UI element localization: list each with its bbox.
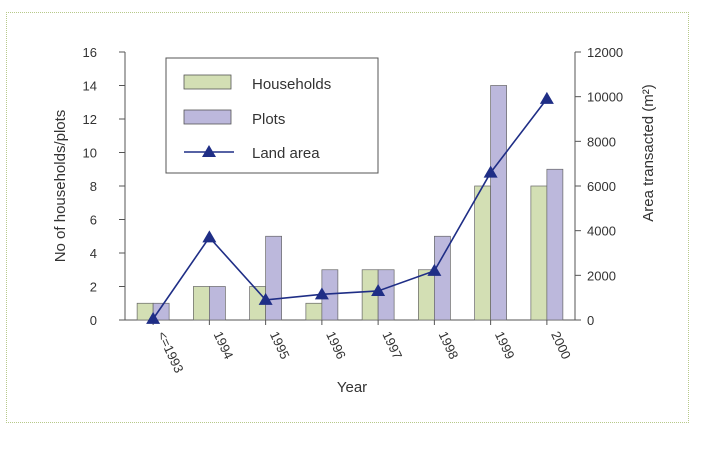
y2-tick-label-2: 4000 — [587, 224, 616, 239]
y-tick-label-6: 12 — [83, 112, 97, 127]
bar-households-3 — [305, 302, 323, 321]
x-tick-label-2: 1995 — [267, 329, 293, 362]
land-area-marker-7 — [539, 91, 554, 104]
y2-tick-label-1: 2000 — [587, 268, 616, 283]
y-tick-label-1: 2 — [90, 280, 97, 295]
x-tick-label-4: 1997 — [379, 329, 405, 362]
legend-plots-swatch — [183, 109, 232, 125]
y2-axis-label: Area transacted (m²) — [640, 84, 657, 222]
land-area-marker-4 — [371, 283, 386, 296]
legend: Households Plots Land area — [165, 57, 379, 174]
bar-households-5 — [418, 269, 435, 321]
bar-households-7 — [530, 185, 548, 321]
x-axis-label: Year — [337, 379, 367, 396]
bar-households-1 — [193, 286, 210, 321]
bar-plots-1 — [209, 286, 226, 321]
chart-frame — [6, 12, 689, 423]
x-tick-label-6: 1999 — [492, 329, 518, 362]
y-tick-label-4: 8 — [90, 179, 97, 194]
y-tick-label-3: 6 — [90, 213, 97, 228]
bars-layer — [136, 85, 564, 321]
y-tick-label-8: 16 — [83, 45, 97, 60]
land-area-marker-0 — [146, 311, 161, 324]
land-area-marker-3 — [314, 287, 329, 300]
legend-land-area-marker — [202, 145, 216, 157]
bar-plots-2 — [265, 235, 282, 321]
y-tick-label-0: 0 — [90, 313, 97, 328]
land-area-marker-1 — [202, 230, 217, 243]
y-tick-label-2: 4 — [90, 246, 97, 261]
land-area-line-layer — [146, 91, 554, 324]
bar-households-6 — [474, 185, 491, 321]
bar-plots-5 — [434, 235, 451, 321]
y2-tick-label-4: 8000 — [587, 134, 616, 149]
land-area-marker-6 — [483, 165, 498, 178]
bar-plots-7 — [546, 168, 564, 321]
legend-households-swatch — [183, 74, 232, 90]
plot-area: <=1993 1994 1995 1996 1997 1998 1999 2000 0 2 4 6 8 1… — [83, 45, 624, 375]
x-tick-label-5: 1998 — [436, 329, 462, 362]
bar-plots-6 — [490, 85, 507, 321]
land-area-line — [152, 98, 548, 320]
bar-plots-0 — [152, 302, 170, 321]
y-tick-label-7: 14 — [83, 79, 97, 94]
land-area-marker-5 — [427, 263, 442, 276]
x-tick-label-0: <=1993 — [154, 329, 186, 375]
legend-households-label: Households — [252, 76, 331, 93]
y-axis-label: No of households/plots — [52, 110, 69, 263]
y-tick-label-5: 10 — [83, 146, 97, 161]
y2-tick-label-3: 6000 — [587, 179, 616, 194]
x-tick-label-7: 2000 — [548, 329, 574, 362]
y2-tick-label-0: 0 — [587, 313, 594, 328]
y2-tick-label-6: 12000 — [587, 45, 623, 60]
legend-plots-label: Plots — [252, 111, 285, 128]
x-tick-label-1: 1994 — [211, 329, 237, 362]
x-tick-label-3: 1996 — [323, 329, 349, 362]
legend-land-area-label: Land area — [252, 145, 320, 162]
y2-tick-label-5: 10000 — [587, 90, 623, 105]
land-area-marker-2 — [258, 292, 273, 305]
